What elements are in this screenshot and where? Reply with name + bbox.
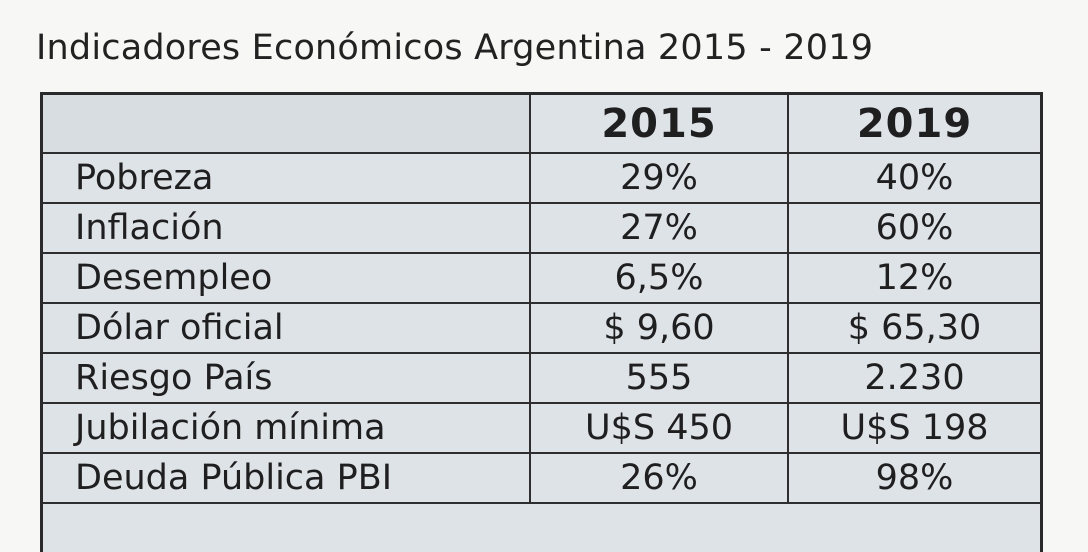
table-row: Dólar oficial $ 9,60 $ 65,30 [43, 303, 1040, 354]
row-label-riesgo-pais: Riesgo País [43, 353, 531, 404]
value-2015: 26% [530, 453, 789, 504]
row-label-deuda-publica-pbi: Deuda Pública PBI [43, 453, 531, 504]
table-row: Deuda Pública PBI 26% 98% [43, 453, 1040, 504]
table-row: Riesgo País 555 2.230 [43, 353, 1040, 404]
value-2019: 40% [788, 153, 1040, 204]
value-2015: U$S 450 [530, 403, 789, 454]
value-2019: U$S 198 [788, 403, 1040, 454]
table-row: Jubilación mínima U$S 450 U$S 198 [43, 403, 1040, 454]
value-2015: 555 [530, 353, 789, 404]
row-label-desempleo: Desempleo [43, 253, 531, 304]
value-2019: $ 65,30 [788, 303, 1040, 354]
indicators-table-grid: 2015 2019 Pobreza 29% 40% Inflación 27% … [43, 95, 1040, 504]
row-label-jubilacion-minima: Jubilación mínima [43, 403, 531, 454]
row-label-inflacion: Inflación [43, 203, 531, 254]
indicators-table: 2015 2019 Pobreza 29% 40% Inflación 27% … [40, 92, 1043, 552]
value-2015: 6,5% [530, 253, 789, 304]
value-2015: 27% [530, 203, 789, 254]
page-title: Indicadores Económicos Argentina 2015 - … [36, 28, 874, 68]
row-label-pobreza: Pobreza [43, 153, 531, 204]
value-2015: $ 9,60 [530, 303, 789, 354]
value-2015: 29% [530, 153, 789, 204]
table-row: Pobreza 29% 40% [43, 153, 1040, 204]
table-header-row: 2015 2019 [43, 95, 1040, 154]
value-2019: 2.230 [788, 353, 1040, 404]
header-cell-label [43, 95, 531, 154]
row-label-dolar-oficial: Dólar oficial [43, 303, 531, 354]
header-cell-2015: 2015 [530, 95, 789, 154]
value-2019: 60% [788, 203, 1040, 254]
value-2019: 98% [788, 453, 1040, 504]
header-cell-2019: 2019 [788, 95, 1040, 154]
value-2019: 12% [788, 253, 1040, 304]
table-row: Desempleo 6,5% 12% [43, 253, 1040, 304]
table-row: Inflación 27% 60% [43, 203, 1040, 254]
